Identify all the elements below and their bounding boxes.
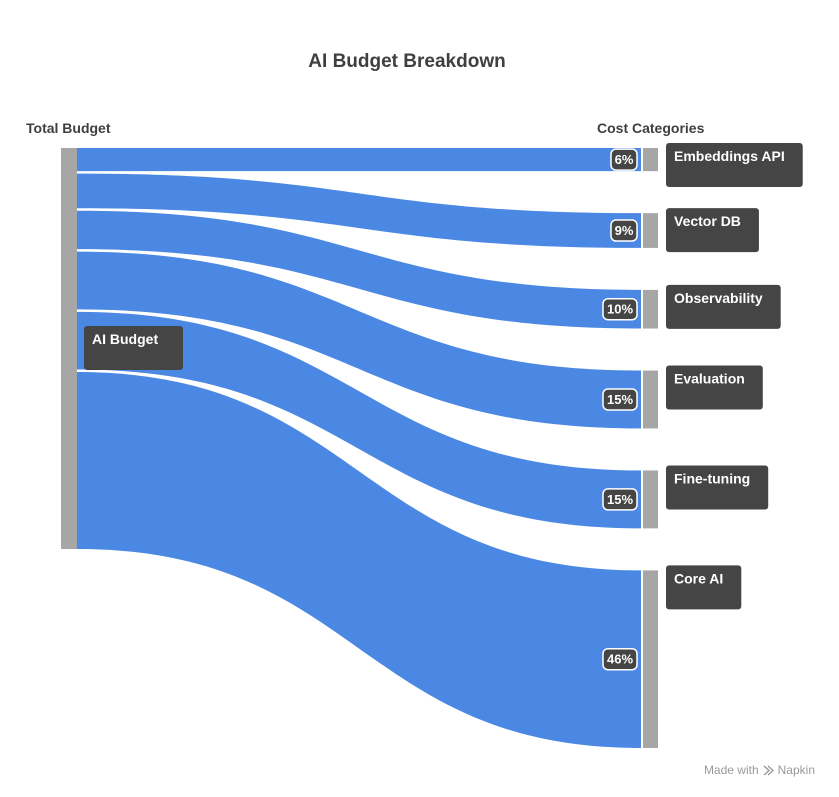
target-node-bar-observability — [643, 289, 658, 329]
target-node-label-text: Embeddings API — [674, 148, 785, 164]
flow-core-ai — [77, 372, 641, 748]
pct-label-embeddings-api: 6% — [610, 148, 638, 171]
pct-label-text: 6% — [615, 152, 634, 167]
flow-observability — [77, 210, 641, 329]
target-node-label-text: Evaluation — [674, 371, 745, 387]
flow-evaluation — [77, 251, 641, 429]
target-node-label-core-ai: Core AI — [666, 565, 742, 610]
source-node-bar — [61, 148, 77, 549]
napkin-logo-icon — [763, 764, 774, 776]
target-node-label-text: Core AI — [674, 570, 723, 586]
pct-label-text: 15% — [607, 392, 633, 407]
target-node-bar-core-ai — [643, 570, 658, 748]
source-node-label-text: AI Budget — [92, 331, 158, 347]
target-node-label-embeddings-api: Embeddings API — [666, 143, 803, 187]
credit-brand: Napkin — [777, 763, 815, 777]
pct-label-fine-tuning: 15% — [602, 488, 638, 511]
flow-vector-db — [77, 173, 641, 248]
target-node-label-vector-db: Vector DB — [666, 208, 759, 253]
target-node-label-text: Observability — [674, 290, 763, 306]
target-column-label: Cost Categories — [597, 120, 705, 136]
flow-group — [77, 148, 641, 748]
source-node-label: AI Budget — [84, 326, 183, 370]
pct-label-vector-db: 9% — [610, 219, 638, 242]
target-node-bar-vector-db — [643, 213, 658, 248]
pct-label-evaluation: 15% — [602, 388, 638, 411]
target-node-label-observability: Observability — [666, 284, 781, 329]
target-node-bar-fine-tuning — [643, 470, 658, 529]
target-node-label-fine-tuning: Fine-tuning — [666, 465, 769, 510]
target-node-bar-evaluation — [643, 370, 658, 429]
pct-label-text: 9% — [615, 223, 634, 238]
credit-prefix: Made with — [703, 763, 759, 777]
chart-title: AI Budget Breakdown — [308, 51, 505, 72]
target-node-label-text: Fine-tuning — [674, 470, 750, 486]
target-node-group — [643, 148, 658, 748]
pct-label-text: 15% — [607, 492, 633, 507]
pct-label-core-ai: 46% — [602, 647, 638, 671]
pct-label-text: 46% — [607, 652, 633, 667]
flow-fine-tuning — [77, 311, 641, 529]
made-with-napkin-credit: Made with Napkin — [704, 763, 815, 777]
target-node-label-evaluation: Evaluation — [666, 365, 763, 410]
target-node-label-text: Vector DB — [674, 213, 741, 229]
source-column-label: Total Budget — [26, 120, 111, 136]
pct-label-text: 10% — [607, 302, 633, 317]
percentage-label-group: 6% 9% 10% 15% 15% 46% — [602, 148, 638, 671]
flow-embeddings-api — [77, 148, 641, 172]
pct-label-observability: 10% — [602, 297, 638, 321]
target-node-bar-embeddings-api — [643, 148, 658, 172]
